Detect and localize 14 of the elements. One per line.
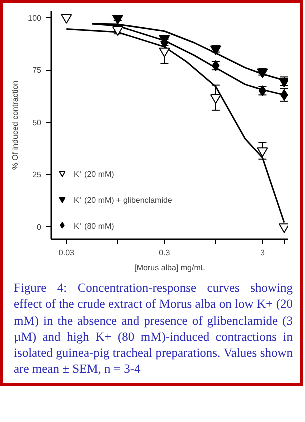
y-tick-label: 0 [37,222,42,232]
x-axis-title: [Morus alba] mg/mL [134,264,206,272]
caption: Figure 4: Concentration-response curves showing effect of the crude extract of Morus alba on low K+ (20 mM) in the absence and presence of glibenclamide (3 µM) and high K+ (80 mM)-induced contractions in isolated guinea-pig tracheal preparations. Values shown are mean ± SEM, n = 3-4 [14,280,293,378]
legend-label: K⁺ (20 mM) [74,168,114,178]
legend-label: K⁺ (80 mM) [74,220,114,230]
y-tick-label: 75 [32,66,42,76]
y-tick-label: 100 [28,14,42,23]
x-tick-label: 0.3 [159,248,171,258]
x-tick-label: 3 [260,248,266,258]
y-tick-label: 50 [32,118,42,128]
y-tick-label: 25 [32,170,42,180]
x-tick-label: 0.03 [58,248,76,258]
y-axis-title: % Of induced contraction [11,80,20,170]
legend-label: K⁺ (20 mM) + glibenclamide [74,194,172,204]
